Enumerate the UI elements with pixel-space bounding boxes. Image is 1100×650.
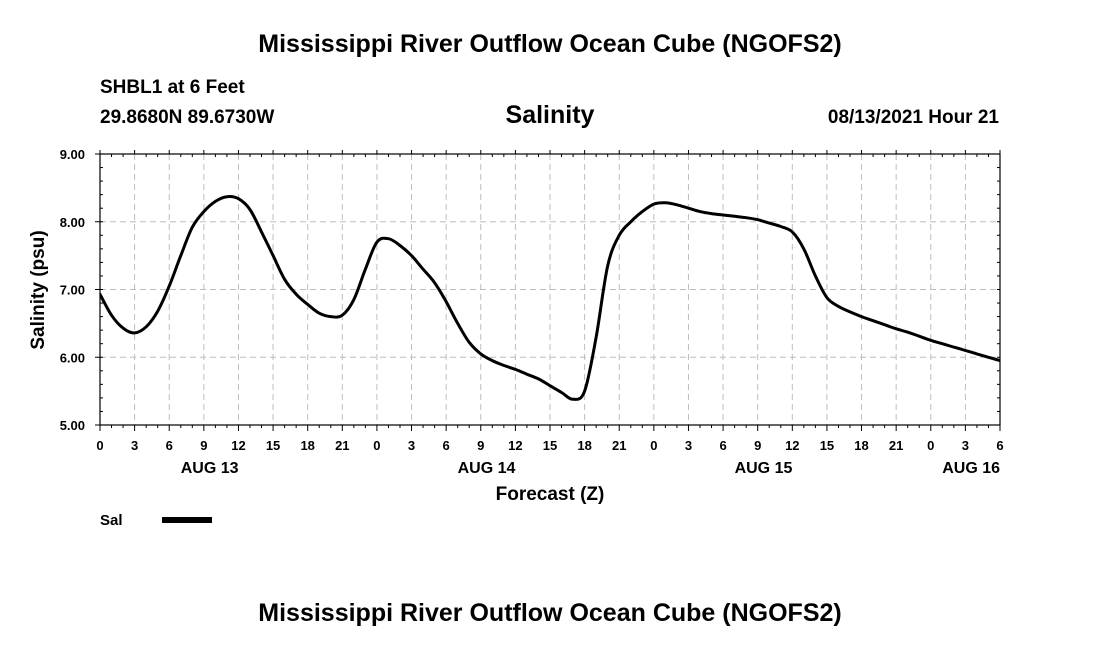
- legend: Sal: [100, 512, 212, 529]
- axis-ticks: [95, 150, 1001, 431]
- x-tick-label: 18: [300, 438, 314, 453]
- x-tick-label: 6: [996, 438, 1003, 453]
- legend-label: Sal: [100, 512, 123, 529]
- x-tick-label: 15: [266, 438, 280, 453]
- x-tick-label: 21: [889, 438, 903, 453]
- x-tick-label: 18: [577, 438, 591, 453]
- timestamp-label: 08/13/2021 Hour 21: [827, 107, 999, 128]
- coords-label: 29.8680N 89.6730W: [100, 107, 275, 128]
- plot-frame: [99, 153, 1001, 426]
- day-label: AUG 13: [181, 460, 239, 477]
- y-tick-label: 6.00: [60, 350, 85, 365]
- grid-lines: [100, 154, 1000, 425]
- salinity-series-line: [100, 195, 1000, 401]
- day-label: AUG 14: [458, 460, 516, 477]
- x-tick-label: 12: [785, 438, 799, 453]
- x-tick-label: 3: [408, 438, 415, 453]
- y-tick-labels: 5.00 6.00 7.00 8.00 9.00: [60, 147, 85, 433]
- x-tick-label: 6: [443, 438, 450, 453]
- y-tick-label: 8.00: [60, 215, 85, 230]
- x-tick-label: 15: [820, 438, 834, 453]
- bottom-title: Mississippi River Outflow Ocean Cube (NG…: [258, 599, 842, 627]
- station-label: SHBL1 at 6 Feet: [100, 77, 245, 98]
- variable-title: Salinity: [505, 101, 595, 129]
- x-tick-label: 3: [962, 438, 969, 453]
- day-label: AUG 16: [942, 460, 1000, 477]
- x-tick-label: 3: [131, 438, 138, 453]
- y-tick-label: 5.00: [60, 418, 85, 433]
- x-tick-label: 21: [612, 438, 626, 453]
- x-tick-labels: 0 3 6 9 12 15 18 21 0 3 6 9 12 15 18 21 0 3 6 9 12 15 18 21 0 3 6: [96, 438, 1003, 453]
- y-tick-label: 9.00: [60, 147, 85, 162]
- x-tick-label: 0: [927, 438, 934, 453]
- x-tick-label: 0: [650, 438, 657, 453]
- x-tick-label: 3: [685, 438, 692, 453]
- day-label: AUG 15: [735, 460, 793, 477]
- top-title: Mississippi River Outflow Ocean Cube (NG…: [258, 30, 842, 58]
- x-axis-label: Forecast (Z): [496, 484, 605, 505]
- x-tick-label: 6: [719, 438, 726, 453]
- x-tick-label: 9: [754, 438, 761, 453]
- x-tick-label: 0: [373, 438, 380, 453]
- x-tick-label: 9: [477, 438, 484, 453]
- y-tick-label: 7.00: [60, 283, 85, 298]
- y-axis-label: Salinity (psu): [28, 230, 49, 349]
- x-tick-label: 18: [854, 438, 868, 453]
- x-tick-label: 0: [96, 438, 103, 453]
- x-tick-label: 9: [200, 438, 207, 453]
- x-tick-label: 12: [508, 438, 522, 453]
- x-tick-label: 15: [543, 438, 557, 453]
- x-tick-label: 21: [335, 438, 349, 453]
- x-tick-label: 12: [231, 438, 245, 453]
- x-tick-label: 6: [166, 438, 173, 453]
- day-labels: AUG 13 AUG 14 AUG 15 AUG 16: [181, 460, 1000, 477]
